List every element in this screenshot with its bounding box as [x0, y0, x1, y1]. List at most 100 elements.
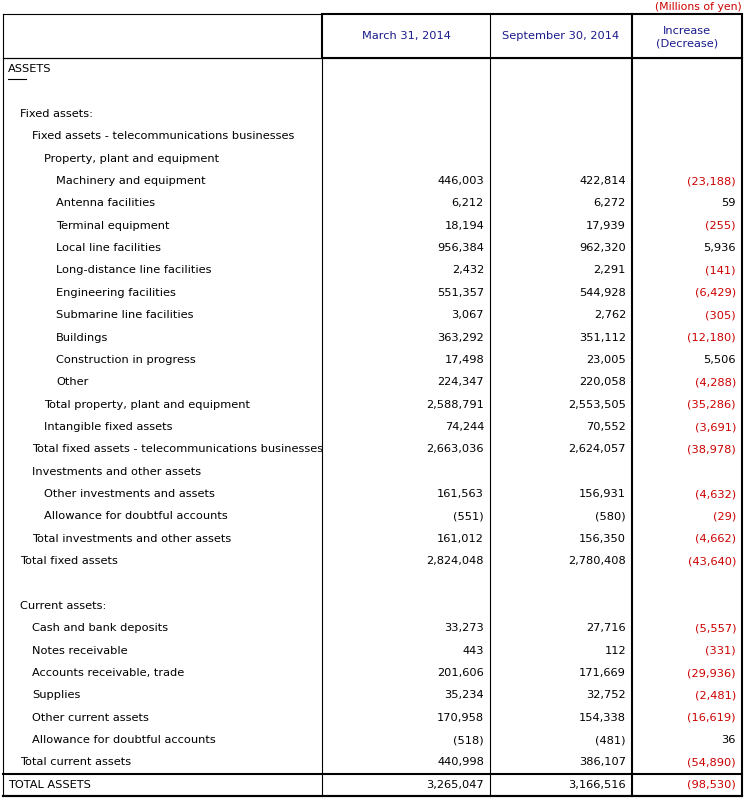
Text: (255): (255)	[706, 221, 736, 231]
Text: (6,429): (6,429)	[695, 288, 736, 298]
Text: (Millions of yen): (Millions of yen)	[656, 2, 742, 12]
Text: 5,506: 5,506	[703, 355, 736, 365]
Text: 422,814: 422,814	[580, 176, 626, 186]
Text: 112: 112	[604, 646, 626, 656]
Text: (43,640): (43,640)	[688, 556, 736, 566]
Text: 446,003: 446,003	[437, 176, 484, 186]
Text: Total property, plant and equipment: Total property, plant and equipment	[44, 400, 250, 410]
Text: Intangible fixed assets: Intangible fixed assets	[44, 422, 173, 432]
Text: 32,752: 32,752	[586, 690, 626, 701]
Text: 551,357: 551,357	[437, 288, 484, 298]
Text: 351,112: 351,112	[579, 332, 626, 343]
Text: (580): (580)	[595, 511, 626, 522]
Text: 544,928: 544,928	[580, 288, 626, 298]
Text: 2,663,036: 2,663,036	[426, 444, 484, 455]
Text: (5,557): (5,557)	[694, 623, 736, 634]
Text: 17,939: 17,939	[586, 221, 626, 231]
Text: Increase: Increase	[663, 26, 711, 36]
Text: 962,320: 962,320	[580, 243, 626, 253]
Text: 201,606: 201,606	[437, 668, 484, 678]
Text: 70,552: 70,552	[586, 422, 626, 432]
Text: 161,012: 161,012	[437, 534, 484, 544]
Text: (Decrease): (Decrease)	[656, 38, 718, 48]
Text: 161,563: 161,563	[437, 489, 484, 499]
Text: 6,272: 6,272	[594, 198, 626, 209]
Text: (4,288): (4,288)	[695, 377, 736, 388]
Text: Terminal equipment: Terminal equipment	[56, 221, 170, 231]
Text: 2,588,791: 2,588,791	[426, 400, 484, 410]
Text: (141): (141)	[706, 265, 736, 276]
Text: 2,624,057: 2,624,057	[568, 444, 626, 455]
Text: Total investments and other assets: Total investments and other assets	[32, 534, 231, 544]
Text: 3,166,516: 3,166,516	[568, 780, 626, 790]
Text: Fixed assets - telecommunications businesses: Fixed assets - telecommunications busine…	[32, 131, 294, 141]
Text: Buildings: Buildings	[56, 332, 108, 343]
Text: 443: 443	[463, 646, 484, 656]
Text: 440,998: 440,998	[437, 757, 484, 768]
Text: Total current assets: Total current assets	[20, 757, 131, 768]
Text: (23,188): (23,188)	[688, 176, 736, 186]
Text: 171,669: 171,669	[579, 668, 626, 678]
Text: Long-distance line facilities: Long-distance line facilities	[56, 265, 212, 276]
Text: Other current assets: Other current assets	[32, 713, 149, 723]
Text: 18,194: 18,194	[444, 221, 484, 231]
Text: Supplies: Supplies	[32, 690, 80, 701]
Text: 33,273: 33,273	[444, 623, 484, 634]
Text: 5,936: 5,936	[703, 243, 736, 253]
Text: Property, plant and equipment: Property, plant and equipment	[44, 153, 219, 164]
Text: 2,553,505: 2,553,505	[568, 400, 626, 410]
Text: (38,978): (38,978)	[687, 444, 736, 455]
Text: 156,350: 156,350	[579, 534, 626, 544]
Text: ASSETS: ASSETS	[8, 64, 51, 74]
Text: (551): (551)	[454, 511, 484, 522]
Text: Current assets:: Current assets:	[20, 601, 107, 611]
Text: Fixed assets:: Fixed assets:	[20, 109, 93, 119]
Text: 59: 59	[721, 198, 736, 209]
Text: (35,286): (35,286)	[688, 400, 736, 410]
Text: Total fixed assets: Total fixed assets	[20, 556, 118, 566]
Text: 74,244: 74,244	[445, 422, 484, 432]
Text: (518): (518)	[454, 735, 484, 745]
Text: (29): (29)	[713, 511, 736, 522]
Text: (4,662): (4,662)	[695, 534, 736, 544]
Text: Total fixed assets - telecommunications businesses: Total fixed assets - telecommunications …	[32, 444, 323, 455]
Text: Machinery and equipment: Machinery and equipment	[56, 176, 206, 186]
Text: (16,619): (16,619)	[688, 713, 736, 723]
Text: (12,180): (12,180)	[688, 332, 736, 343]
Text: (29,936): (29,936)	[688, 668, 736, 678]
Text: 2,824,048: 2,824,048	[426, 556, 484, 566]
Text: March 31, 2014: March 31, 2014	[361, 31, 451, 41]
Text: Cash and bank deposits: Cash and bank deposits	[32, 623, 168, 634]
Text: 220,058: 220,058	[579, 377, 626, 388]
Text: Allowance for doubtful accounts: Allowance for doubtful accounts	[32, 735, 216, 745]
Text: 386,107: 386,107	[579, 757, 626, 768]
Text: (481): (481)	[595, 735, 626, 745]
Text: 2,780,408: 2,780,408	[568, 556, 626, 566]
Text: Notes receivable: Notes receivable	[32, 646, 127, 656]
Text: 23,005: 23,005	[586, 355, 626, 365]
Text: Antenna facilities: Antenna facilities	[56, 198, 155, 209]
Text: 2,291: 2,291	[594, 265, 626, 276]
Text: 2,432: 2,432	[451, 265, 484, 276]
Text: (4,632): (4,632)	[695, 489, 736, 499]
Text: 363,292: 363,292	[437, 332, 484, 343]
Bar	[322, 14, 742, 58]
Text: 224,347: 224,347	[437, 377, 484, 388]
Text: TOTAL ASSETS: TOTAL ASSETS	[8, 780, 91, 790]
Text: 956,384: 956,384	[437, 243, 484, 253]
Text: 3,067: 3,067	[451, 310, 484, 320]
Text: 3,265,047: 3,265,047	[426, 780, 484, 790]
Text: 170,958: 170,958	[437, 713, 484, 723]
Text: Investments and other assets: Investments and other assets	[32, 467, 201, 477]
Text: (54,890): (54,890)	[688, 757, 736, 768]
Text: 2,762: 2,762	[594, 310, 626, 320]
Text: Engineering facilities: Engineering facilities	[56, 288, 176, 298]
Text: (98,530): (98,530)	[687, 780, 736, 790]
Text: 35,234: 35,234	[444, 690, 484, 701]
Text: (305): (305)	[706, 310, 736, 320]
Text: September 30, 2014: September 30, 2014	[502, 31, 620, 41]
Text: 6,212: 6,212	[451, 198, 484, 209]
Text: (2,481): (2,481)	[695, 690, 736, 701]
Text: 154,338: 154,338	[579, 713, 626, 723]
Text: 17,498: 17,498	[444, 355, 484, 365]
